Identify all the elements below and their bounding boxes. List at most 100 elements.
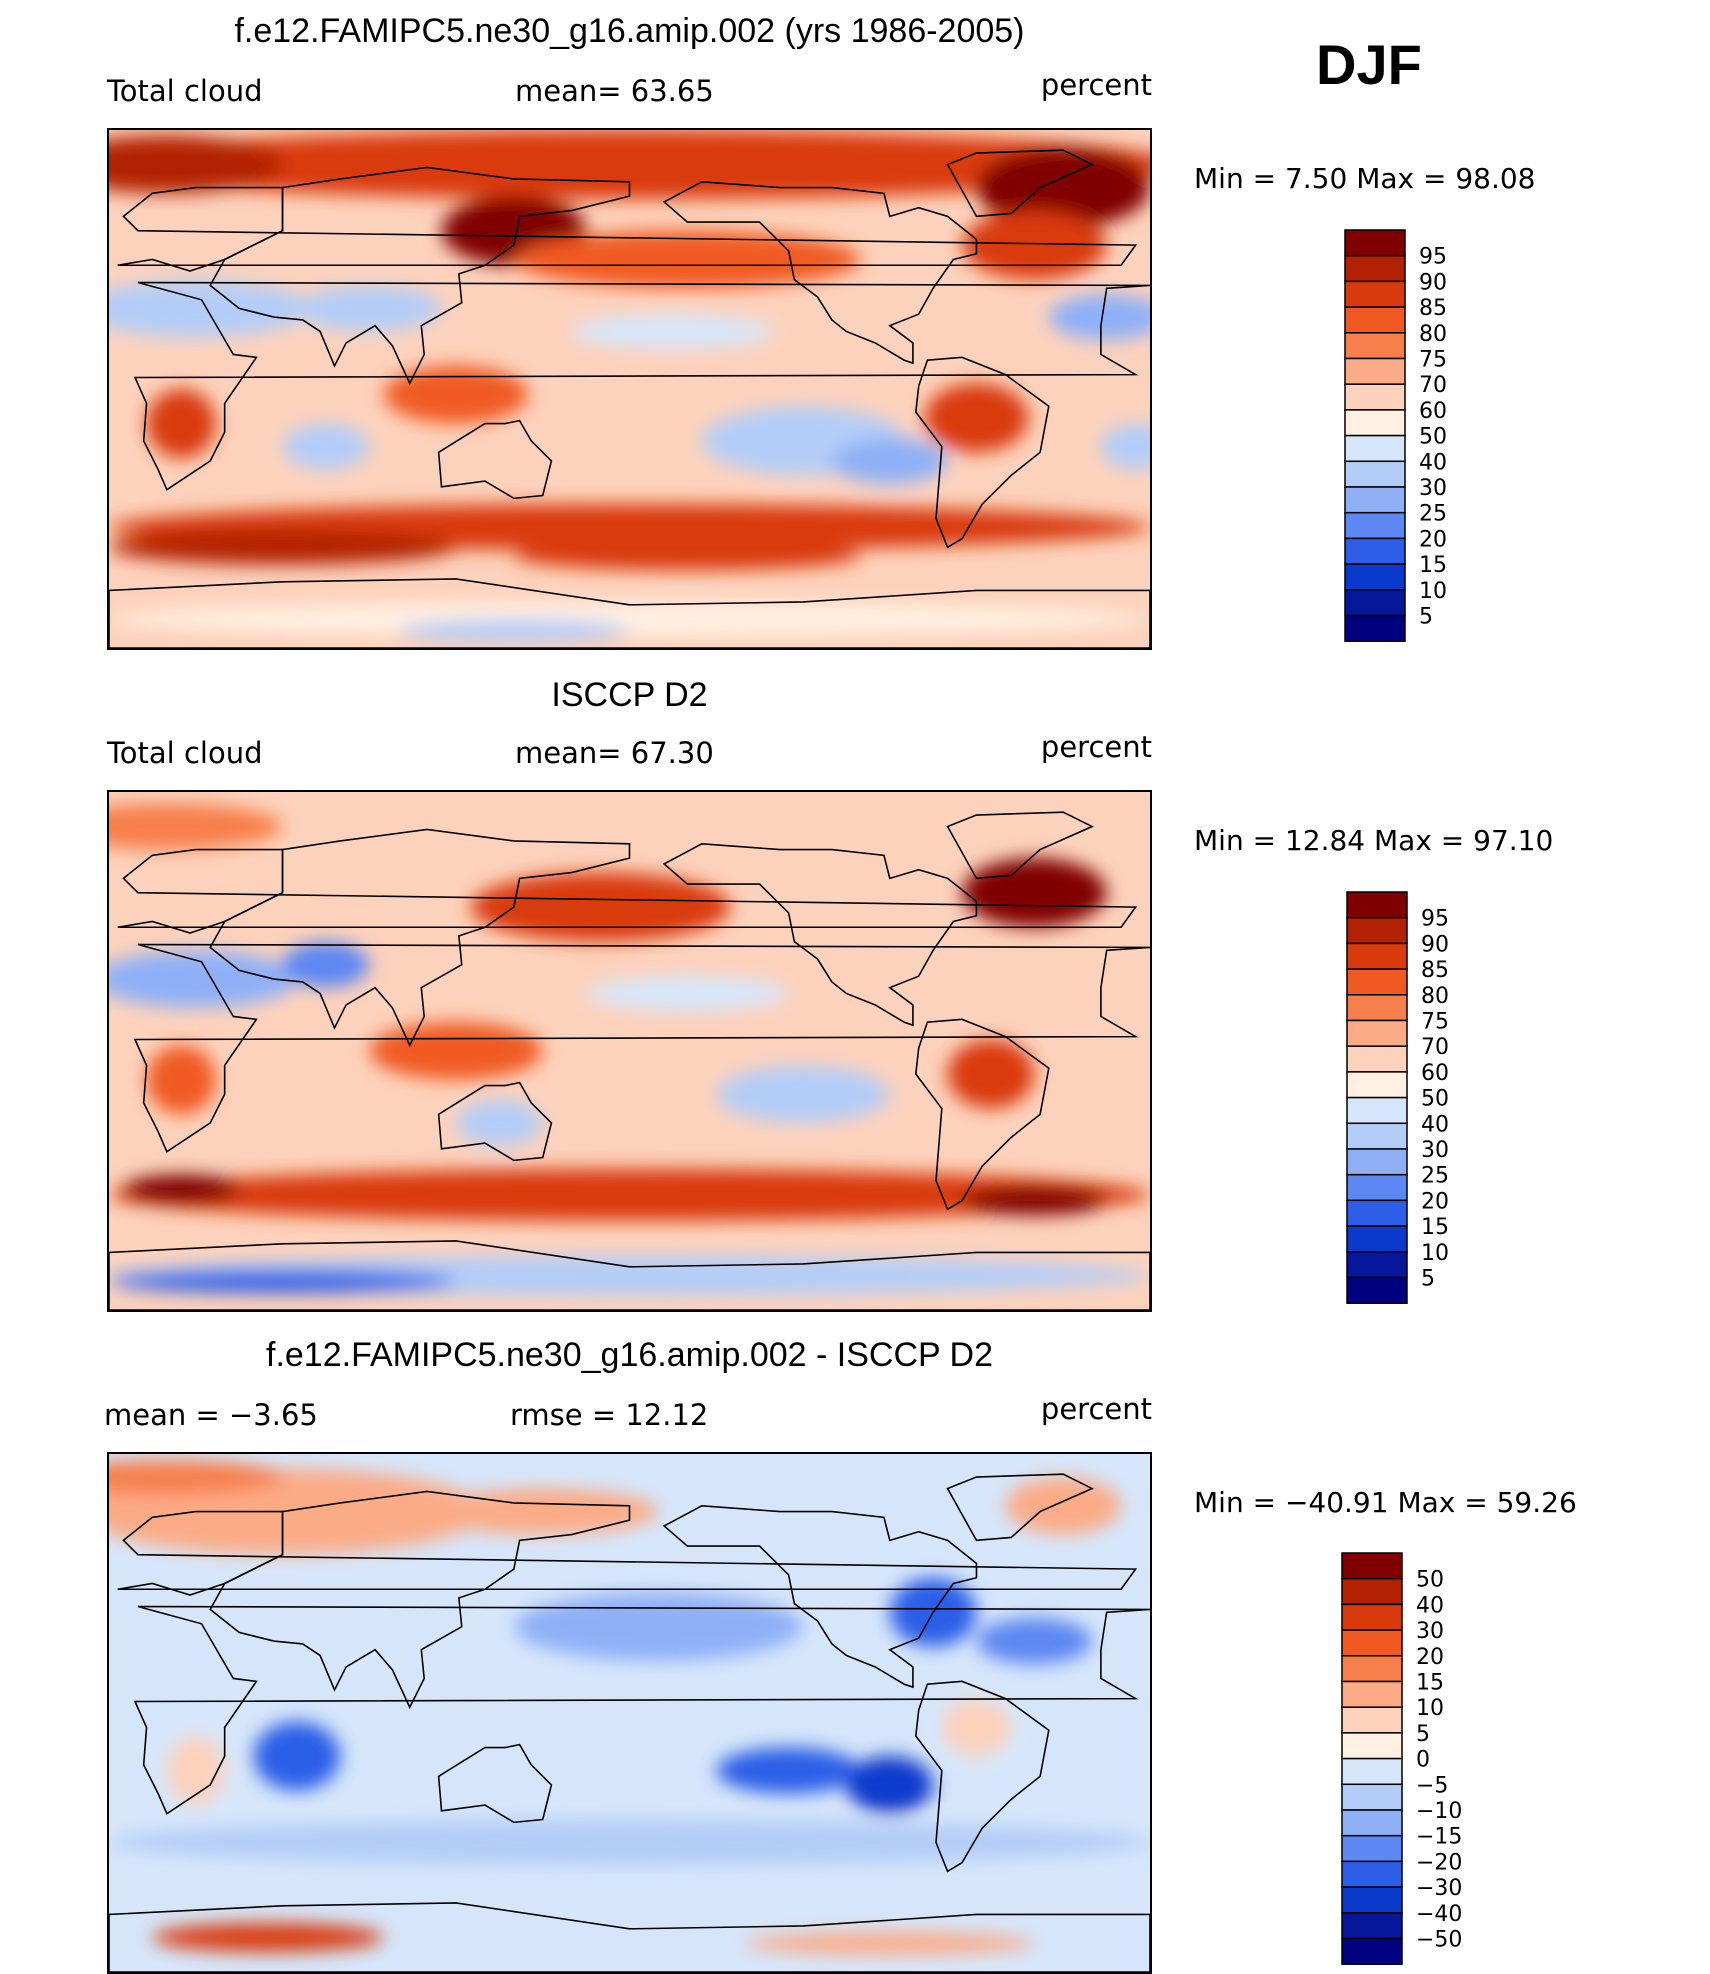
field-region xyxy=(962,1186,1107,1216)
colorbar-tick-label: −20 xyxy=(1416,1850,1462,1875)
colorbar-swatch xyxy=(1344,332,1406,360)
coastline xyxy=(209,166,631,386)
field-region xyxy=(976,147,1150,228)
colorbar-tick-label: −10 xyxy=(1416,1799,1462,1824)
field-region xyxy=(1005,1477,1122,1535)
colorbar-swatch xyxy=(1341,1732,1403,1760)
colorbar-tick-label: 20 xyxy=(1419,527,1447,552)
colorbar-swatch xyxy=(1341,1809,1403,1837)
colorbar-tick-label: 30 xyxy=(1419,476,1447,501)
mean-label: mean= 63.65 xyxy=(515,74,714,108)
colorbar-swatch xyxy=(1344,229,1406,257)
colorbar-swatch xyxy=(1346,1019,1408,1047)
field-region xyxy=(109,1168,1150,1221)
field-region xyxy=(109,530,456,565)
minmax-label: Min = 12.84 Max = 97.10 xyxy=(1194,824,1554,857)
field-region xyxy=(253,1721,341,1791)
field-region xyxy=(846,1756,934,1814)
field-region xyxy=(109,1269,456,1293)
colorbar-tick-label: 5 xyxy=(1421,1267,1435,1292)
colorbar-swatch xyxy=(1346,1096,1408,1125)
field-region xyxy=(427,1488,659,1535)
field-region xyxy=(166,1736,225,1806)
colorbar-tick-label: 60 xyxy=(1419,399,1447,424)
field-region xyxy=(383,365,529,424)
colorbar-swatch xyxy=(1346,1276,1408,1304)
field-region xyxy=(109,601,1150,637)
minmax-label: Min = 7.50 Max = 98.08 xyxy=(1194,162,1536,195)
field-region xyxy=(109,279,312,338)
field-region xyxy=(123,1174,240,1204)
colorbar-swatch xyxy=(1344,460,1406,488)
colorbar-tick-label: 95 xyxy=(1419,245,1447,270)
colorbar-swatch xyxy=(1341,1886,1403,1914)
colorbar-swatch xyxy=(1341,1552,1403,1580)
coastline xyxy=(133,281,1150,491)
colorbar-tick-label: 85 xyxy=(1421,958,1449,983)
rmse-label: rmse = 12.12 xyxy=(510,1398,709,1432)
units-label: percent xyxy=(1040,730,1152,764)
field-region xyxy=(282,941,370,988)
colorbar-swatch xyxy=(1346,891,1408,919)
coastline xyxy=(914,356,1050,549)
field-region xyxy=(716,1065,890,1123)
colorbar-swatch xyxy=(1344,486,1406,514)
colorbar-swatch xyxy=(1341,1680,1403,1708)
field-region xyxy=(296,285,442,332)
field-region xyxy=(369,1022,543,1080)
field-region xyxy=(109,135,283,194)
field-region xyxy=(282,423,370,470)
colorbar-swatch xyxy=(1344,280,1406,308)
colorbar-swatch xyxy=(1346,1122,1408,1150)
colorbar-tick-label: 5 xyxy=(1419,605,1433,630)
season-label: DJF xyxy=(1316,33,1422,96)
colorbar-swatch xyxy=(1344,537,1406,565)
coastline xyxy=(109,1240,1150,1310)
colorbar-tick-label: 50 xyxy=(1421,1087,1449,1112)
field-region xyxy=(947,1039,1035,1109)
colorbar: 95 90 85 80 75 70 60 50 40 30 25 20 15 10 5 xyxy=(1346,891,1487,1308)
field-region xyxy=(109,1459,283,1495)
colorbar-tick-label: −40 xyxy=(1416,1902,1462,1927)
units-label: percent xyxy=(1040,68,1152,102)
colorbar-swatch xyxy=(1341,1577,1403,1606)
coastline xyxy=(946,811,1094,880)
colorbar-swatch xyxy=(1344,614,1406,642)
colorbar-tick-label: 0 xyxy=(1416,1748,1430,1773)
field-region xyxy=(513,541,861,571)
colorbar-swatch xyxy=(1344,306,1406,334)
field-region xyxy=(470,872,731,942)
colorbar-tick-label: 20 xyxy=(1421,1189,1449,1214)
colorbar-swatch xyxy=(1344,383,1406,411)
observation-map xyxy=(107,790,1152,1312)
minmax-label: Min = −40.91 Max = 59.26 xyxy=(1194,1486,1577,1519)
panel-title: ISCCP D2 xyxy=(551,676,708,714)
coastline xyxy=(133,1605,1150,1815)
colorbar-tick-label: −50 xyxy=(1416,1928,1462,1953)
colorbar-tick-label: 90 xyxy=(1421,932,1449,957)
field-region xyxy=(1100,423,1150,470)
variable-label: Total cloud xyxy=(107,74,263,108)
colorbar-tick-label: 75 xyxy=(1419,348,1447,373)
field-region xyxy=(1048,294,1150,341)
colorbar-tick-label: 25 xyxy=(1419,502,1447,527)
panel-title: f.e12.FAMIPC5.ne30_g16.amip.002 - ISCCP … xyxy=(266,1336,993,1374)
field-region xyxy=(571,314,775,349)
colorbar: 50 40 30 20 15 10 5 0 −5 −10 −15 −20 −30 −40 −50 xyxy=(1341,1552,1482,1969)
colorbar-swatch xyxy=(1341,1834,1403,1863)
colorbar-tick-label: 25 xyxy=(1421,1164,1449,1189)
colorbar-swatch xyxy=(1344,589,1406,617)
colorbar-tick-label: 50 xyxy=(1416,1568,1444,1593)
colorbar-swatch xyxy=(1344,511,1406,540)
field-region xyxy=(513,1592,803,1662)
field-region xyxy=(745,1931,1035,1955)
colorbar-tick-label: 80 xyxy=(1421,984,1449,1009)
field-region xyxy=(109,130,1150,200)
colorbar-tick-label: 15 xyxy=(1419,553,1447,578)
coastline xyxy=(209,1490,631,1710)
colorbar-swatch xyxy=(1346,1173,1408,1202)
colorbar-tick-label: 10 xyxy=(1419,579,1447,604)
coastline xyxy=(914,1018,1050,1211)
field-region xyxy=(962,858,1107,928)
colorbar-tick-label: 5 xyxy=(1416,1722,1430,1747)
